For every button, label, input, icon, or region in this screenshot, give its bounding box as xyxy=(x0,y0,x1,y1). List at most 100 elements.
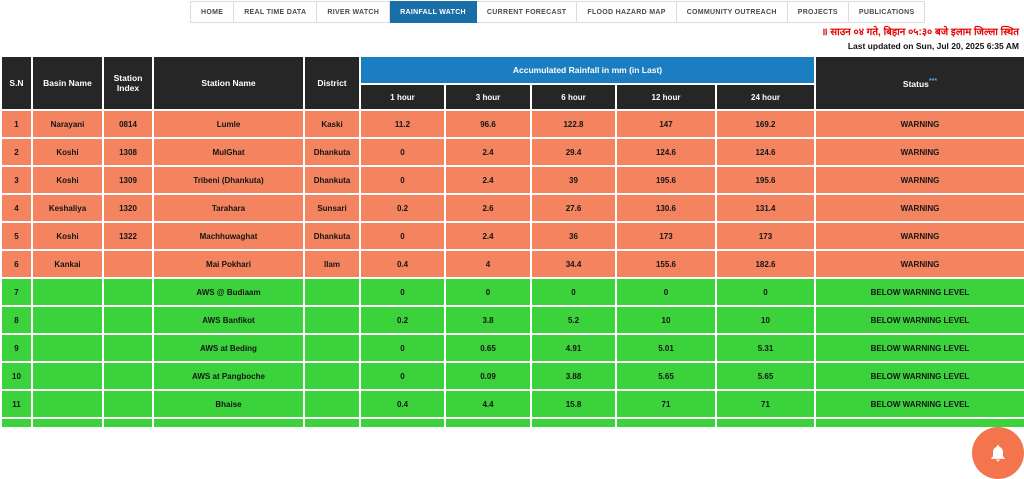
col-header-3-hour: 3 hour xyxy=(444,83,532,111)
status-label: Status xyxy=(902,78,929,89)
col-header-6-hour: 6 hour xyxy=(530,83,617,111)
cell-basin xyxy=(31,305,104,335)
nav-tab-community-outreach[interactable]: COMMUNITY OUTREACH xyxy=(676,1,788,23)
table-row: 9 AWS at Beding 0 0.65 4.91 5.01 5.31 BELOW WAR… xyxy=(0,333,1024,363)
cell-basin: Narayani xyxy=(31,109,104,139)
cell-district xyxy=(303,389,361,419)
table-row: 10 AWS at Pangboche 0 0.09 3.88 5.65 5.65 BELOW… xyxy=(0,361,1024,391)
cell-h3: 96.6 xyxy=(444,109,532,139)
header-row-hours: 1 hour 3 hour 6 hour 12 hour 24 hour xyxy=(1,83,1024,111)
table-row: 1 Narayani 0814 Lumle Kaski 11.2 96.6 122.8 147 1… xyxy=(0,109,1024,139)
cell-h12: 10 xyxy=(615,305,717,335)
cell-h3: 2.4 xyxy=(444,221,532,251)
cell-status: BELOW WARNING LEVEL xyxy=(814,361,1024,391)
cell-empty xyxy=(444,417,532,429)
cell-basin xyxy=(31,277,104,307)
cell-index: 1322 xyxy=(102,221,154,251)
cell-h1: 0.4 xyxy=(359,389,446,419)
cell-h3: 0.65 xyxy=(444,333,532,363)
cell-index: 1320 xyxy=(102,193,154,223)
cell-h1: 0 xyxy=(359,137,446,167)
cell-h3: 0 xyxy=(444,277,532,307)
cell-h12: 195.6 xyxy=(615,165,717,195)
cell-h24: 5.65 xyxy=(715,361,816,391)
cell-h24: 131.4 xyxy=(715,193,816,223)
nav-tab-rainfall-watch[interactable]: RAINFALL WATCH xyxy=(390,1,477,23)
cell-index xyxy=(102,305,154,335)
table-row: 2 Koshi 1308 MulGhat Dhankuta 0 2.4 29.4 124.6 12… xyxy=(0,137,1024,167)
cell-h1: 0 xyxy=(359,221,446,251)
cell-sn: 3 xyxy=(0,165,33,195)
nav-tab-current-forecast[interactable]: CURRENT FORECAST xyxy=(476,1,578,23)
cell-h1: 0.2 xyxy=(359,305,446,335)
cell-district: Sunsari xyxy=(303,193,361,223)
cell-status: WARNING xyxy=(814,165,1024,195)
cell-station: AWS at Beding xyxy=(152,333,305,363)
nav-tab-flood-hazard-map[interactable]: FLOOD HAZARD MAP xyxy=(577,1,677,23)
cell-status: BELOW WARNING LEVEL xyxy=(814,277,1024,307)
cell-basin: Koshi xyxy=(31,165,104,195)
cell-h6: 36 xyxy=(530,221,617,251)
last-updated-text: Last updated on Sun, Jul 20, 2025 6:35 A… xyxy=(847,41,1019,51)
cell-h3: 2.4 xyxy=(444,137,532,167)
cell-basin xyxy=(31,333,104,363)
cell-sn: 5 xyxy=(0,221,33,251)
cell-status: WARNING xyxy=(814,109,1024,139)
cell-h12: 173 xyxy=(615,221,717,251)
cell-district: Dhankuta xyxy=(303,137,361,167)
cell-district xyxy=(303,305,361,335)
nav-tab-river-watch[interactable]: RIVER WATCH xyxy=(317,1,391,23)
cell-station: Bhaise xyxy=(152,389,305,419)
cell-h24: 182.6 xyxy=(715,249,816,279)
cell-status: BELOW WARNING LEVEL xyxy=(814,389,1024,419)
cell-h6: 122.8 xyxy=(530,109,617,139)
cell-index xyxy=(102,249,154,279)
cell-district xyxy=(303,361,361,391)
nav-tab-projects[interactable]: PROJECTS xyxy=(787,1,849,23)
cell-h1: 0 xyxy=(359,333,446,363)
cell-status: WARNING xyxy=(814,249,1024,279)
cell-h24: 195.6 xyxy=(715,165,816,195)
cell-sn: 7 xyxy=(0,277,33,307)
table-row: 5 Koshi 1322 Machhuwaghat Dhankuta 0 2.4 36 173 1… xyxy=(0,221,1024,251)
col-header-station-index: Station Index xyxy=(102,55,154,111)
cell-h3: 2.6 xyxy=(444,193,532,223)
cell-district xyxy=(303,333,361,363)
cell-h3: 0.09 xyxy=(444,361,532,391)
cell-h3: 2.4 xyxy=(444,165,532,195)
cell-h24: 10 xyxy=(715,305,816,335)
cell-basin: Koshi xyxy=(31,137,104,167)
cell-h1: 11.2 xyxy=(359,109,446,139)
cell-h12: 130.6 xyxy=(615,193,717,223)
cell-basin: Keshaliya xyxy=(31,193,104,223)
accumulated-rainfall-band: Accumulated Rainfall in mm (in Last) xyxy=(359,55,816,85)
cell-h1: 0.4 xyxy=(359,249,446,279)
rainfall-watch-table: S.N Basin Name Station Index Station Nam… xyxy=(0,55,1024,429)
cell-sn: 4 xyxy=(0,193,33,223)
cell-h3: 4 xyxy=(444,249,532,279)
col-header-district: District xyxy=(303,55,361,111)
cell-station: Lumle xyxy=(152,109,305,139)
cell-index xyxy=(102,389,154,419)
col-header-12-hour: 12 hour xyxy=(615,83,717,111)
cell-h1: 0 xyxy=(359,277,446,307)
cell-h6: 4.91 xyxy=(530,333,617,363)
cell-h1: 0 xyxy=(359,165,446,195)
cell-empty xyxy=(615,417,717,429)
cell-h6: 0 xyxy=(530,277,617,307)
cell-index xyxy=(102,361,154,391)
notification-fab[interactable] xyxy=(972,427,1024,479)
cell-sn: 11 xyxy=(0,389,33,419)
cell-h3: 4.4 xyxy=(444,389,532,419)
table-row-partial xyxy=(0,417,1024,429)
alert-marquee-text: ॥ साउन ०४ गते, बिहान ०५:३० बजे इलाम जिल्… xyxy=(821,27,1019,38)
cell-h3: 3.8 xyxy=(444,305,532,335)
nav-tab-publications[interactable]: PUBLICATIONS xyxy=(848,1,926,23)
cell-station: AWS Banfikot xyxy=(152,305,305,335)
nav-tab-real-time-data[interactable]: REAL TIME DATA xyxy=(234,1,318,23)
col-header-basin-name: Basin Name xyxy=(31,55,104,111)
cell-h6: 5.2 xyxy=(530,305,617,335)
col-header-status: Status*** xyxy=(814,55,1024,111)
cell-status: BELOW WARNING LEVEL xyxy=(814,305,1024,335)
nav-tab-home[interactable]: HOME xyxy=(190,1,235,23)
